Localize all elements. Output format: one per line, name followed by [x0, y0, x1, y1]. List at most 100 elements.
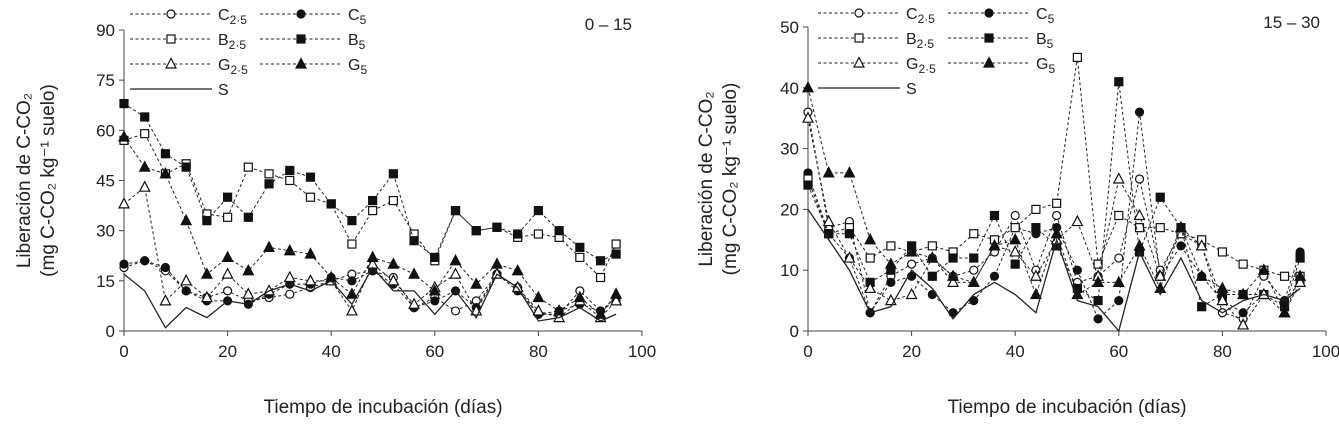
series-G5: [802, 81, 1307, 318]
data-point: [532, 290, 545, 303]
data-point: [554, 226, 564, 236]
data-point: [1093, 259, 1103, 269]
data-point: [159, 167, 172, 179]
data-point: [471, 226, 481, 236]
legend-label-subscript: 2·5: [230, 13, 248, 27]
series-G2·5: [802, 111, 1307, 330]
data-point: [1195, 239, 1208, 251]
data-point: [1217, 247, 1228, 257]
data-point: [1072, 265, 1082, 275]
data-point: [843, 251, 856, 263]
legend-item-B5: B5: [260, 32, 366, 52]
data-point: [1010, 223, 1020, 233]
x-tick-label: 60: [425, 342, 444, 361]
data-point: [242, 287, 255, 299]
data-point: [884, 257, 897, 269]
data-point: [1093, 296, 1103, 306]
legend-label-subscript: 2·5: [918, 12, 936, 26]
data-point: [283, 270, 296, 283]
data-point: [575, 242, 585, 252]
chart-panel-1: 0 15 30 45 60 75 90 0 20 40 60 80 100 Tiempo de incub…: [14, 7, 656, 418]
data-point: [181, 162, 191, 172]
legend-label: B2·5: [906, 31, 934, 51]
data-point: [1072, 52, 1082, 63]
legend-label: C2·5: [906, 6, 935, 26]
y-tick-label: 40: [780, 79, 799, 98]
legend-label-subscript: 5: [1047, 37, 1054, 51]
data-point: [948, 253, 958, 263]
data-point: [160, 149, 171, 159]
legend-label-subscript: 5: [359, 38, 366, 52]
data-point: [430, 296, 440, 306]
y-tick-label: 50: [780, 18, 799, 37]
data-point: [573, 290, 586, 303]
y-tick-label: 45: [96, 172, 115, 191]
legend-label-main: B: [348, 32, 359, 49]
legend-item-G2·5: G2·5: [818, 56, 936, 76]
data-point: [345, 287, 358, 299]
data-point: [906, 259, 917, 269]
data-point: [802, 81, 814, 93]
data-point: [1009, 245, 1022, 257]
data-point: [1133, 208, 1146, 221]
x-tick-label: 40: [322, 342, 341, 361]
data-point: [1237, 287, 1250, 300]
y-axis-title-line1: Liberación de C-CO₂: [14, 93, 35, 268]
legend-item-C2·5: C2·5: [130, 7, 247, 27]
y-tick-label: 15: [96, 272, 115, 291]
data-point: [1133, 239, 1146, 251]
data-point: [1052, 198, 1062, 208]
data-point: [140, 112, 150, 122]
data-point: [1176, 241, 1186, 251]
data-point: [304, 247, 317, 259]
data-point: [450, 206, 461, 216]
data-point: [450, 306, 461, 316]
data-point: [1031, 204, 1041, 214]
legend-marker: [983, 56, 995, 68]
x-tick-label: 20: [218, 342, 237, 361]
legend-label-subscript: 5: [360, 13, 367, 27]
chart-panel-2: 0 10 20 30 40 50 0 20 40 60 80 100 Tiempo de incubac…: [696, 6, 1339, 418]
legend-marker: [296, 9, 306, 19]
data-point: [264, 169, 274, 179]
data-point: [490, 257, 503, 269]
data-point: [843, 166, 856, 178]
legend-label: B5: [1036, 31, 1054, 51]
data-point: [305, 192, 316, 202]
x-tick-label: 20: [902, 342, 921, 361]
x-tick-label: 100: [628, 342, 656, 361]
legend-label: B5: [348, 32, 366, 52]
legend-marker: [166, 9, 176, 19]
data-point: [1195, 269, 1208, 281]
legend-item-G2·5: G2·5: [130, 57, 248, 77]
data-point: [470, 277, 483, 289]
data-point: [408, 297, 421, 309]
data-point: [283, 243, 296, 256]
x-tick-label: 80: [1213, 342, 1232, 361]
data-point: [345, 304, 358, 316]
data-point: [1154, 269, 1167, 281]
data-point: [1010, 259, 1020, 269]
data-point: [1237, 318, 1250, 330]
data-point: [387, 274, 400, 286]
data-point: [611, 249, 621, 259]
data-point: [969, 253, 979, 263]
legend-label-main: B: [1036, 31, 1047, 48]
data-point: [242, 264, 255, 276]
data-point: [969, 229, 979, 239]
series-G5: [118, 130, 623, 319]
data-point: [611, 239, 621, 249]
data-point: [803, 180, 813, 190]
data-point: [223, 192, 233, 202]
data-point: [1134, 174, 1145, 184]
legend-label-main: G: [906, 56, 918, 73]
legend-marker: [853, 56, 865, 68]
series-line: [807, 81, 1301, 308]
legend-label-main: G: [218, 57, 230, 74]
data-point: [347, 276, 357, 286]
legend-label-subscript: 2·5: [230, 63, 248, 77]
data-point: [140, 129, 150, 139]
data-point: [408, 267, 421, 279]
